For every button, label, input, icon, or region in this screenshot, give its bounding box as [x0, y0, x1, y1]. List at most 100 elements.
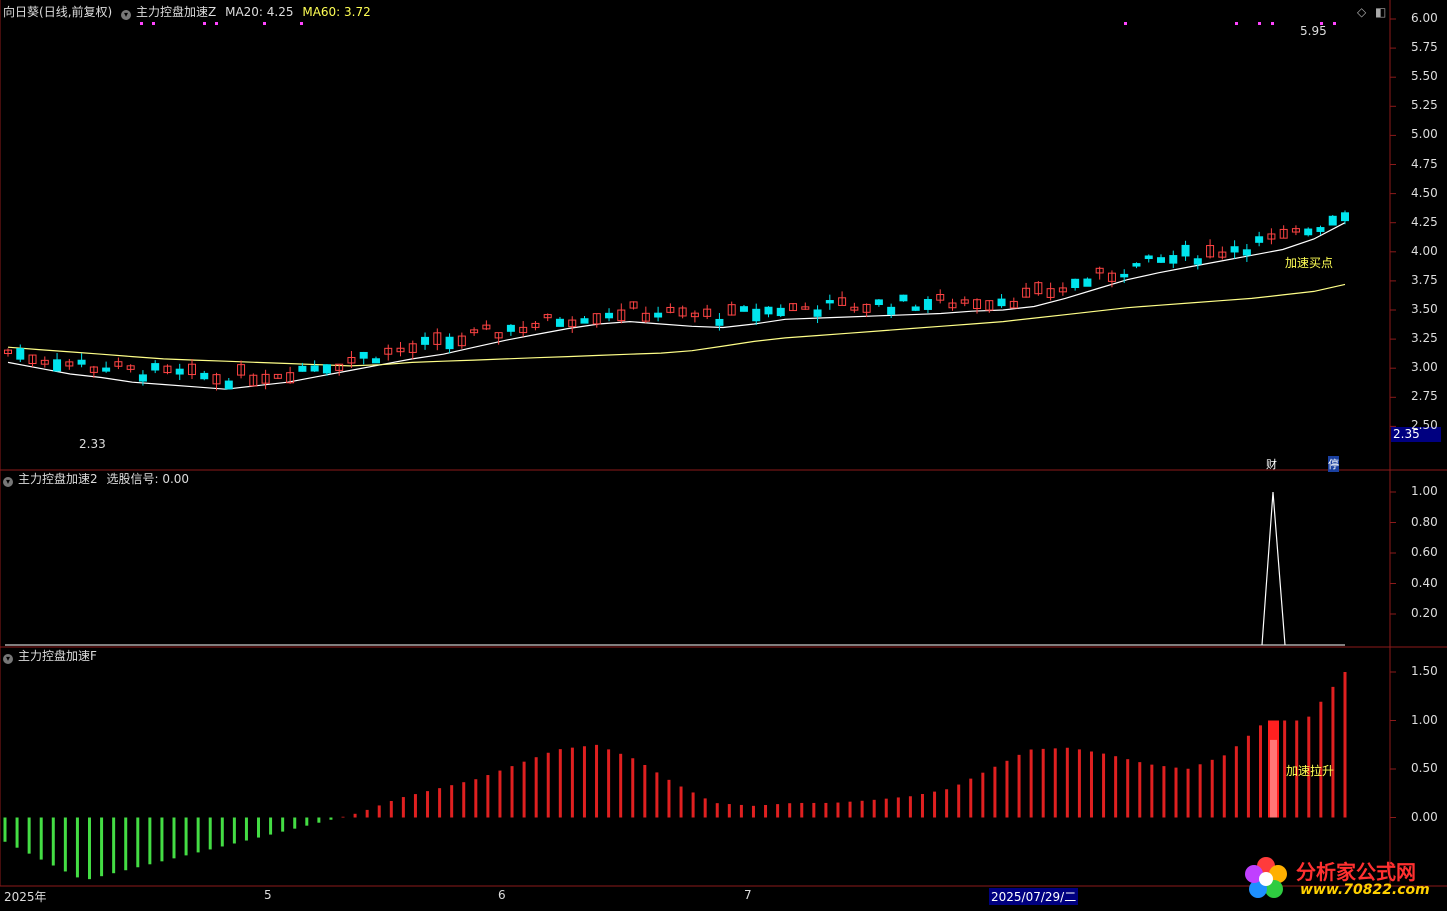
rise-annotation: 加速拉升: [1286, 764, 1335, 778]
sub2-tick-label: 1.00: [1411, 712, 1438, 727]
candle-body: [1107, 272, 1116, 282]
candle-body: [40, 359, 49, 365]
price-tick-label: 2.75: [1411, 389, 1438, 404]
candle-body: [1255, 236, 1264, 243]
candle-body: [727, 304, 736, 316]
candle-body: [310, 365, 319, 372]
signal-dot: [1271, 22, 1274, 25]
price-tick-label: 5.75: [1411, 40, 1438, 55]
candle-body: [605, 312, 614, 319]
candle-body: [151, 363, 160, 371]
flower-logo-icon: [1245, 857, 1287, 898]
candle-body: [482, 324, 491, 330]
candle-body: [985, 300, 994, 311]
low-annotation: 2.33: [79, 437, 106, 451]
ma60-label: MA60: 3.72: [302, 5, 371, 19]
sub2-tick-label: 1.50: [1411, 664, 1438, 678]
sub2-menu-icon[interactable]: ▾: [3, 654, 13, 664]
candle-body: [470, 329, 479, 334]
candle-body: [200, 372, 209, 380]
candle-body: [1328, 215, 1337, 226]
candle-body: [1341, 212, 1349, 222]
candle-body: [16, 348, 25, 360]
candle-body: [335, 363, 344, 371]
candle-body: [1181, 244, 1190, 257]
candle-body: [1022, 287, 1031, 298]
x-label-july: 7: [744, 888, 752, 902]
candle-body: [629, 301, 638, 309]
candle-body: [347, 356, 356, 364]
x-label-june: 6: [498, 888, 506, 902]
candle-body: [1316, 227, 1325, 232]
x-label-year: 2025年: [4, 890, 47, 904]
indicator-name[interactable]: 主力控盘加速Z: [136, 5, 217, 19]
candle-body: [555, 318, 564, 327]
candle-body: [1193, 258, 1202, 265]
candle-body: [494, 332, 503, 339]
sub2-header: ▾ 主力控盘加速F: [3, 649, 102, 664]
candle-body: [433, 332, 442, 345]
signal-dot: [300, 22, 303, 25]
main-chart-header: 向日葵(日线,前复权) ▾ 主力控盘加速Z MA20: 4.25 MA60: 3.…: [3, 5, 376, 20]
indicator-menu-icon[interactable]: ▾: [121, 10, 132, 20]
candle-body: [371, 358, 380, 364]
candle-body: [163, 365, 172, 374]
signal-dot: [203, 22, 206, 25]
candle-body: [752, 308, 761, 322]
signal-dot: [152, 22, 155, 25]
candle-body: [1120, 273, 1129, 278]
candle-body: [580, 318, 589, 324]
signal-dot: [1258, 22, 1261, 25]
candle-body: [1095, 267, 1104, 274]
candle-body: [273, 373, 282, 379]
sub2-name[interactable]: 主力控盘加速F: [18, 649, 97, 663]
signal-dot: [140, 22, 143, 25]
candle-body: [838, 297, 847, 306]
candle-body: [1046, 288, 1055, 298]
accel-highlight-inner: [1270, 739, 1277, 818]
candle-body: [261, 373, 270, 384]
buy-point-annotation: 加速买点: [1285, 256, 1334, 270]
candle-body: [298, 365, 307, 372]
sub1-menu-icon[interactable]: ▾: [3, 477, 13, 487]
candle-body: [825, 300, 834, 304]
candle-body: [936, 294, 945, 301]
window-toggle-icon[interactable]: ◧: [1375, 5, 1387, 19]
signal-dot: [263, 22, 266, 25]
sub1-header: ▾ 主力控盘加速2 选股信号: 0.00: [3, 472, 194, 487]
sub1-name[interactable]: 主力控盘加速2: [18, 472, 98, 486]
candle-body: [997, 298, 1006, 307]
candle-body: [813, 309, 822, 317]
sub1-tick-label: 0.60: [1411, 545, 1438, 559]
halt-marker[interactable]: 停: [1328, 456, 1339, 472]
candle-body: [1034, 282, 1043, 295]
candle-body: [862, 303, 871, 313]
sub1-tick-label: 0.40: [1411, 575, 1438, 590]
watermark: 分析家公式网 www.70822.com: [1238, 852, 1438, 904]
candle-body: [506, 324, 515, 332]
candle-body: [1218, 251, 1227, 258]
candle-body: [187, 363, 196, 376]
candle-body: [690, 312, 699, 318]
finance-marker[interactable]: 财: [1266, 458, 1277, 471]
candle-body: [286, 372, 295, 384]
diamond-icon[interactable]: ◇: [1357, 5, 1367, 19]
candle-body: [114, 361, 123, 367]
candle-body: [408, 343, 417, 353]
candle-body: [138, 374, 147, 382]
candle-body: [322, 364, 331, 374]
candle-body: [457, 335, 466, 347]
candle-body: [249, 374, 258, 387]
sub1-signal-spike: [1261, 491, 1286, 646]
price-tick-label: 4.00: [1411, 243, 1438, 258]
price-tick-label: 5.25: [1411, 98, 1438, 113]
price-tick-label: 2.50: [1411, 418, 1438, 433]
candle-body: [850, 306, 859, 311]
signal-dot: [215, 22, 218, 25]
candle-body: [887, 306, 896, 315]
price-tick-label: 5.50: [1411, 69, 1438, 84]
sub2-tick-label: 0.00: [1411, 809, 1438, 824]
candle-body: [1206, 245, 1215, 258]
price-tick-label: 5.00: [1411, 127, 1438, 142]
